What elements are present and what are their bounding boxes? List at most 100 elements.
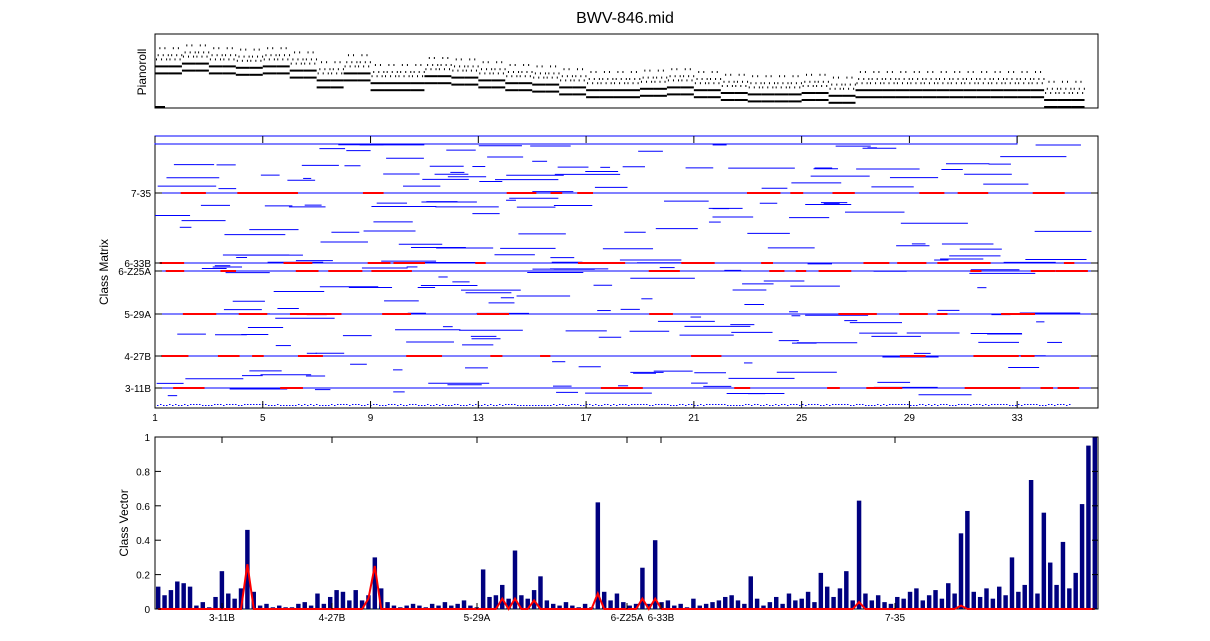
pianoroll-note [276,65,290,68]
pianoroll-note [950,82,952,85]
pianoroll-note [415,64,417,66]
pianoroll-note [329,68,331,71]
class-vector-bar [633,603,639,609]
pianoroll-note [262,65,277,68]
class-matrix-dot [586,404,588,405]
pianoroll-note [248,55,250,58]
class-matrix-dot [829,405,831,406]
pianoroll-note [720,99,735,101]
pianoroll-note [1001,82,1003,85]
pianoroll-note [963,89,977,92]
pianoroll-note [761,93,775,96]
class-matrix-dot [349,405,351,406]
class-matrix-dot [1012,405,1014,406]
pianoroll-note [565,79,567,82]
pianoroll-note [1023,82,1025,85]
class-vector-bar [754,598,760,609]
class-matrix-dot [451,405,453,406]
class-matrix-dot [1009,405,1011,406]
pianoroll-note [888,82,890,85]
pianoroll-note [742,80,744,83]
pianoroll-note [304,62,306,65]
pianoroll-note [1071,106,1085,108]
pianoroll-note [174,58,176,61]
pianoroll-note [361,54,363,57]
class-matrix-dot [199,404,201,405]
pianoroll-note [745,85,747,87]
class-vector-bar [869,600,875,609]
pianoroll-note [222,65,236,68]
pianoroll-note [972,71,974,73]
pianoroll-note [622,71,624,73]
pianoroll-note [512,71,514,73]
class-matrix-dot [1060,404,1062,405]
pianoroll-note [653,87,667,90]
class-matrix-dot [724,404,726,405]
pianoroll-note [649,69,651,72]
pianoroll-note [521,71,523,73]
class-matrix-dot [169,404,171,405]
class-vector-bar [997,586,1002,609]
pianoroll-note [523,64,525,66]
pianoroll-note [875,82,877,85]
pianoroll-note [383,71,385,73]
class-matrix-dot [838,404,840,405]
class-matrix-dot [658,404,660,405]
pianoroll-note [478,86,492,89]
pianoroll-note [344,65,346,68]
pianoroll-note [482,61,484,64]
class-matrix-dot [184,404,186,405]
pianoroll-note [1026,71,1028,73]
class-vector-bar [818,572,824,609]
pianoroll-note [1082,92,1084,94]
class-matrix-xtick-label: 17 [581,413,593,424]
pianoroll-note [939,78,941,80]
pianoroll-note [586,89,600,92]
class-matrix-dot [634,404,636,405]
pianoroll-note [459,65,461,68]
pianoroll-note [505,82,519,85]
class-matrix-dot [1024,404,1026,405]
class-matrix-dot [709,404,711,405]
class-matrix-dot [397,405,399,406]
pianoroll-note [449,68,451,71]
class-vector-bar [168,590,174,609]
pianoroll-note [593,78,595,80]
pianoroll-note [487,61,489,64]
class-vector-bar [971,591,976,609]
pianoroll-note [241,59,243,62]
pianoroll-ylabel: Pianoroll [135,49,149,96]
class-matrix-dot [307,405,309,406]
pianoroll-note [795,82,797,85]
class-vector-bar [378,588,384,609]
pianoroll-note [425,68,427,71]
pianoroll-note [381,75,383,78]
pianoroll-note [443,68,445,71]
pianoroll-note [626,89,640,92]
class-matrix-dot [499,404,501,405]
class-vector-bar [1060,541,1066,609]
pianoroll-note [303,69,317,72]
pianoroll-note [747,93,762,96]
pianoroll-note [1045,92,1047,94]
class-vector-ytick-label: 1 [144,433,150,444]
pianoroll-note [155,65,169,68]
class-matrix-dot [568,405,570,406]
pianoroll-note [868,96,883,99]
pianoroll-note [164,47,166,50]
pianoroll-note [572,86,587,89]
pianoroll-note [195,62,209,65]
class-matrix-dot [208,405,210,406]
class-matrix-xtick-label: 29 [904,413,916,424]
class-vector-bar [863,593,868,609]
pianoroll-note [203,51,205,54]
pianoroll-note [922,78,924,80]
class-matrix-dot [454,404,456,405]
class-matrix-dot [577,404,579,405]
class-matrix-ytick-label: 4-27B [124,352,151,363]
class-matrix-dot [991,404,993,405]
pianoroll-note [250,59,252,62]
class-matrix-dot [157,405,159,406]
class-matrix-dot [649,405,651,406]
class-matrix-dot [163,405,165,406]
